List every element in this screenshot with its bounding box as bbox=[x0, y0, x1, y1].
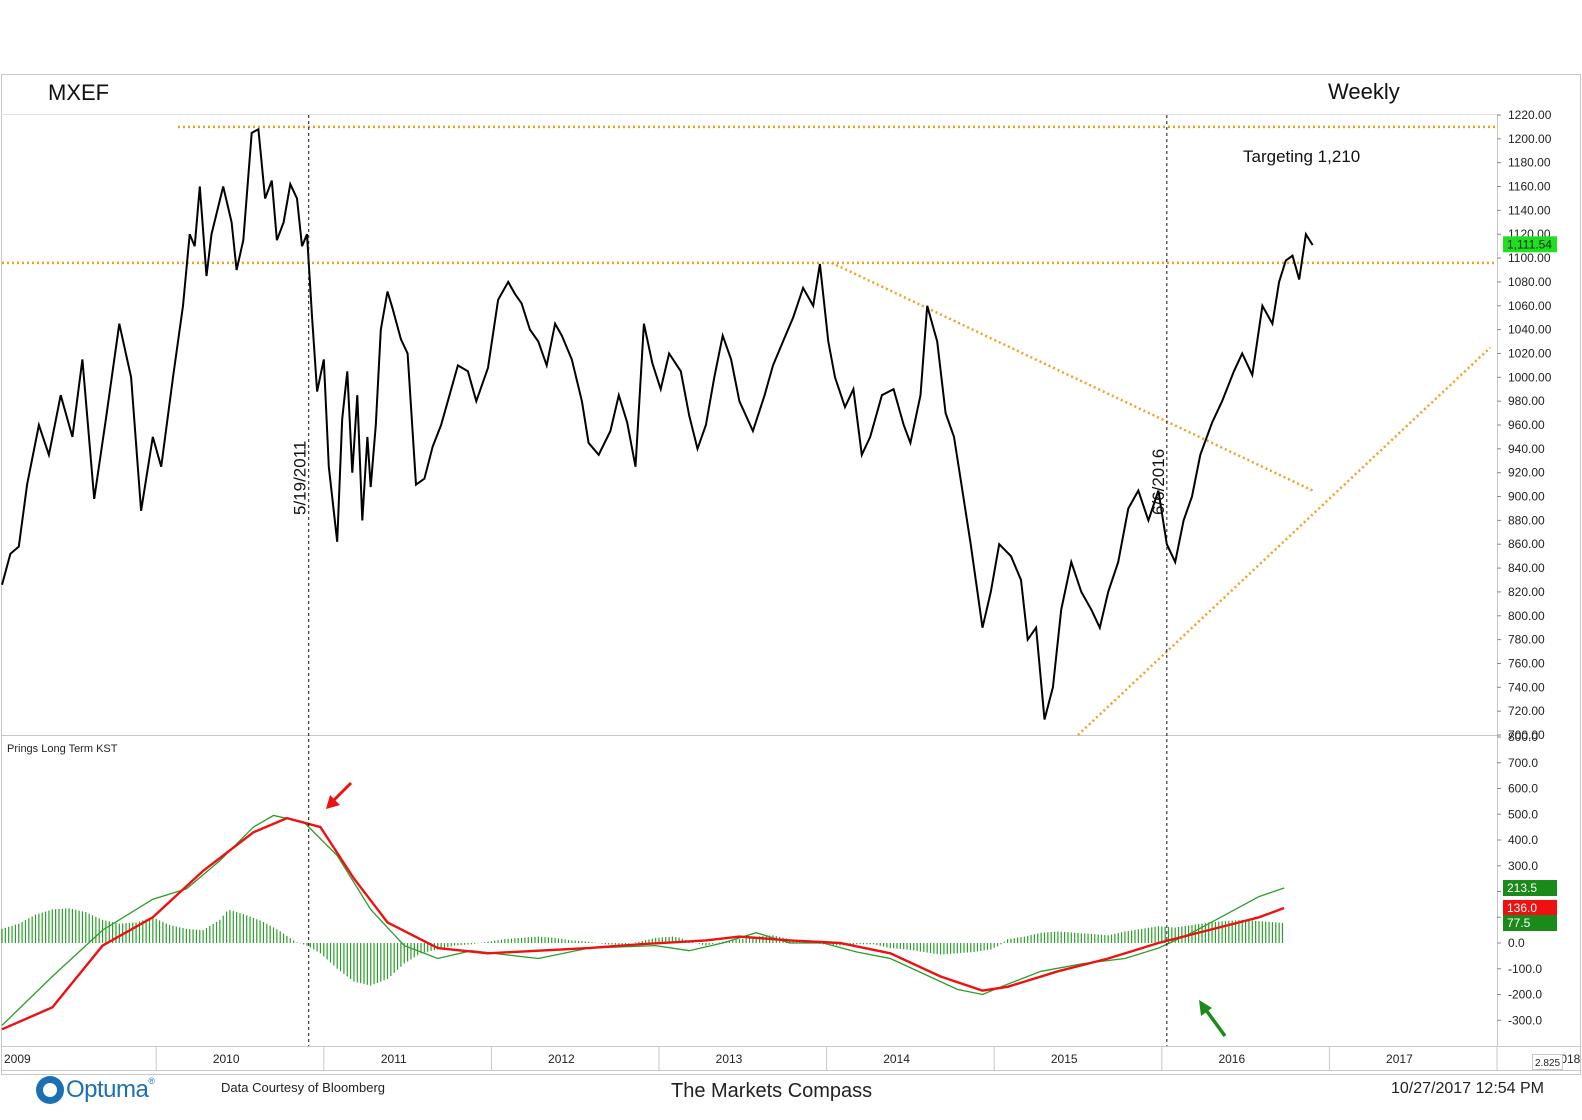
price-tick-label: 1060.00 bbox=[1508, 299, 1552, 313]
price-series-group bbox=[1, 127, 1314, 720]
kst-last-value-badge-bg bbox=[1503, 899, 1557, 916]
time-tick-label: 2013 bbox=[716, 1052, 743, 1066]
time-x-axis: 2009 2010 2011 2012 2013 2014 2015 2016 2017 2018 bbox=[4, 1046, 1581, 1070]
price-tick-label: 860.00 bbox=[1508, 537, 1545, 551]
price-tick-label: 700.00 bbox=[1508, 728, 1545, 742]
last-value-badges: 1,111.54 213.5 136.077.5 bbox=[1503, 236, 1557, 932]
time-tick-label: 2017 bbox=[1386, 1052, 1413, 1066]
kst-tick-label: 800.0 bbox=[1508, 730, 1538, 744]
price-tick-label: 820.00 bbox=[1508, 585, 1545, 599]
price-tick-label: 760.00 bbox=[1508, 656, 1545, 670]
time-tick-label: 2015 bbox=[1051, 1052, 1078, 1066]
price-tick-label: 1220.00 bbox=[1508, 108, 1552, 122]
price-tick-label: 1000.00 bbox=[1508, 370, 1552, 384]
price-tick-label: 960.00 bbox=[1508, 418, 1545, 432]
kst-last-value-badge: 136.0 bbox=[1507, 901, 1537, 915]
price-tick-label: 1100.00 bbox=[1508, 251, 1551, 265]
kst-histogram-group bbox=[1, 908, 1284, 986]
price-tick-label: 1200.00 bbox=[1508, 132, 1552, 146]
scale-box bbox=[1532, 1054, 1563, 1070]
kst-signal-line bbox=[1, 816, 1285, 1031]
kst-line bbox=[1, 814, 1285, 1026]
kst-tick-label: 600.0 bbox=[1508, 782, 1538, 796]
brand-mark: ® bbox=[148, 1076, 156, 1086]
kst-last-value-badge-bg bbox=[1503, 915, 1557, 932]
price-tick-label: 940.00 bbox=[1508, 442, 1545, 456]
price-tick-label: 980.00 bbox=[1508, 394, 1545, 408]
target-annotation: Targeting 1,210 bbox=[1243, 147, 1360, 166]
main-frame bbox=[1, 74, 1581, 1075]
time-tick-label: 2009 bbox=[4, 1052, 31, 1066]
price-last-value-badge: 1,111.54 bbox=[1507, 237, 1552, 251]
price-tick-label: 1140.00 bbox=[1508, 203, 1551, 217]
publisher-name: The Markets Compass bbox=[671, 1080, 873, 1102]
kst-last-value-badge-bg bbox=[1503, 880, 1557, 897]
price-last-value-badge-bg bbox=[1503, 236, 1557, 253]
kst-tick-label: -200.0 bbox=[1508, 988, 1542, 1002]
time-tick-label: 2010 bbox=[213, 1052, 240, 1066]
price-tick-label: 920.00 bbox=[1508, 466, 1545, 480]
price-tick-label: 1080.00 bbox=[1508, 275, 1552, 289]
kst-last-value-badge: 213.5 bbox=[1507, 881, 1537, 895]
price-tick-label: 1180.00 bbox=[1508, 156, 1551, 170]
kst-tick-label: 400.0 bbox=[1508, 833, 1538, 847]
price-tick-label: 1040.00 bbox=[1508, 323, 1552, 337]
price-tick-label: 1020.00 bbox=[1508, 346, 1552, 360]
kst-tick-label: -300.0 bbox=[1508, 1013, 1542, 1027]
symbol-label: MXEF bbox=[48, 80, 109, 105]
price-tick-label: 740.00 bbox=[1508, 680, 1545, 694]
price-tick-label: 720.00 bbox=[1508, 704, 1545, 718]
price-tick-label: 800.00 bbox=[1508, 609, 1545, 623]
kst-series-group bbox=[1, 814, 1285, 1031]
time-tick-label: 2012 bbox=[548, 1052, 575, 1066]
time-tick-label: 2016 bbox=[1218, 1052, 1245, 1066]
data-credit: Data Courtesy of Bloomberg bbox=[221, 1080, 386, 1095]
price-reference-lines bbox=[2, 125, 1497, 736]
event-date-label: 6/6/2016 bbox=[1149, 449, 1168, 515]
scale-value: 2.825 bbox=[1535, 1058, 1560, 1069]
price-tick-label: 1160.00 bbox=[1508, 180, 1551, 194]
event-date-label: 5/19/2011 bbox=[291, 441, 310, 515]
price-tick-label: 900.00 bbox=[1508, 490, 1545, 504]
brand-name: Optuma bbox=[66, 1076, 149, 1103]
kst-tick-label: 300.0 bbox=[1508, 859, 1538, 873]
optuma-logo: Optuma ® bbox=[36, 1076, 155, 1104]
kst-tick-label: 700.0 bbox=[1508, 756, 1538, 770]
optuma-logo-icon bbox=[36, 1076, 64, 1104]
period-label: Weekly bbox=[1328, 79, 1400, 104]
event-vertical-lines: 5/19/2011 6/6/2016 bbox=[291, 115, 1168, 1046]
kst-pane-title: Prings Long Term KST bbox=[7, 743, 118, 755]
time-tick-label: 2011 bbox=[381, 1052, 407, 1066]
trend-line bbox=[831, 261, 1314, 492]
kst-y-axis: -300.0-200.0-100.00.0100.0200.0300.0400.… bbox=[1497, 730, 1542, 1027]
kst-tick-label: 500.0 bbox=[1508, 807, 1538, 821]
trend-line bbox=[1077, 346, 1492, 736]
red-arrow-icon bbox=[326, 781, 353, 809]
timestamp: 10/27/2017 12:54 PM bbox=[1391, 1080, 1545, 1097]
price-tick-label: 880.00 bbox=[1508, 513, 1545, 527]
kst-tick-label: -100.0 bbox=[1508, 962, 1542, 976]
kst-tick-label: 0.0 bbox=[1508, 936, 1525, 950]
price-tick-label: 780.00 bbox=[1508, 633, 1545, 647]
kst-last-value-badge: 77.5 bbox=[1507, 916, 1531, 930]
price-y-axis: 700.00 720.00 740.00 760.00 780.00 800.00 820.… bbox=[1497, 108, 1552, 742]
price-line bbox=[1, 127, 1314, 720]
time-tick-label: 2014 bbox=[883, 1052, 910, 1066]
green-arrow-icon bbox=[1199, 1000, 1227, 1038]
price-tick-label: 840.00 bbox=[1508, 561, 1545, 575]
